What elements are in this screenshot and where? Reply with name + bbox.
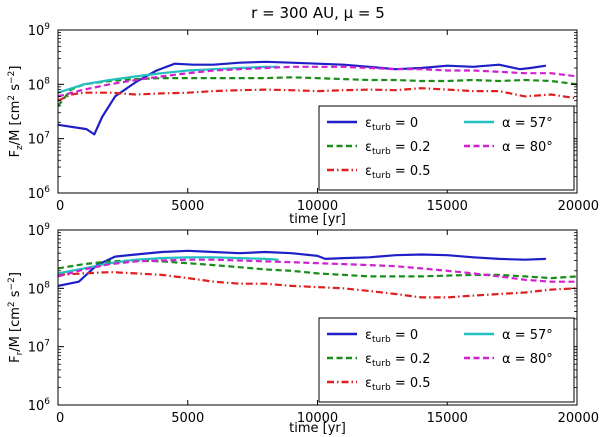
- y-tick-label: 107: [28, 131, 50, 148]
- legend-entry-label: εturb = 0.5: [365, 164, 431, 181]
- figure-title: r = 300 AU, μ = 5: [251, 4, 385, 22]
- series-group: [58, 249, 577, 299]
- legend-entry-label: εturb = 0.5: [365, 376, 431, 393]
- panel-1: 0 5000 10000 15000 20000 106 107 108 109 time [yr…: [7, 22, 599, 227]
- y-tick-label: 109: [28, 222, 51, 239]
- y-tick-label: 106: [28, 185, 51, 202]
- y-tick-label: 108: [28, 76, 51, 93]
- legend-entry-label: α = 80°: [502, 352, 553, 367]
- x-tick-label: 15000: [427, 411, 468, 426]
- legend-entry-label: α = 57°: [502, 328, 553, 343]
- series-group: [58, 60, 577, 136]
- y-axis-label: Fz/M [cm2 s−2]: [7, 66, 25, 158]
- y-axis-label: Fr/M [cm2 s−2]: [7, 272, 25, 363]
- legend-entry-label: α = 57°: [502, 116, 553, 131]
- legend-box: [318, 317, 575, 403]
- panel-2: 0 5000 10000 15000 20000 106 107 108 109 time [yr…: [7, 222, 599, 436]
- x-axis-label: time [yr]: [289, 421, 346, 436]
- x-tick-label: 0: [56, 411, 64, 426]
- legend: εturb = 0 εturb = 0.2 εturb = 0.5 α = 57° α …: [318, 105, 575, 191]
- x-tick-label: 10000: [297, 199, 338, 214]
- series-line-5: [58, 65, 577, 98]
- x-tick-label: 0: [56, 199, 64, 214]
- x-tick-label: 5000: [171, 411, 204, 426]
- series-line-4: [58, 65, 279, 94]
- x-tick-label: 15000: [427, 199, 468, 214]
- legend-entry-label: εturb = 0.2: [365, 140, 431, 157]
- legend-entry-label: εturb = 0: [365, 116, 418, 133]
- x-tick-label: 10000: [297, 411, 338, 426]
- legend-entry-label: α = 80°: [502, 140, 553, 155]
- x-tick-label: 5000: [171, 199, 204, 214]
- legend-entry-label: εturb = 0.2: [365, 352, 431, 369]
- x-tick-label: 20000: [558, 411, 599, 426]
- legend: εturb = 0 εturb = 0.2 εturb = 0.5 α = 57° α …: [318, 317, 575, 403]
- series-line-1: [58, 60, 547, 136]
- series-line-2: [58, 76, 577, 107]
- x-axis-label: time [yr]: [289, 212, 346, 227]
- series-line-3: [58, 87, 577, 102]
- y-tick-label: 108: [28, 280, 51, 297]
- legend-entry-label: εturb = 0: [365, 328, 418, 345]
- y-tick-label: 109: [28, 22, 51, 39]
- y-tick-label: 106: [28, 397, 51, 414]
- series-line-1: [58, 249, 546, 287]
- x-tick-label: 20000: [558, 199, 599, 214]
- series-line-5: [58, 258, 577, 283]
- y-tick-label: 107: [28, 339, 50, 356]
- legend-box: [318, 105, 575, 191]
